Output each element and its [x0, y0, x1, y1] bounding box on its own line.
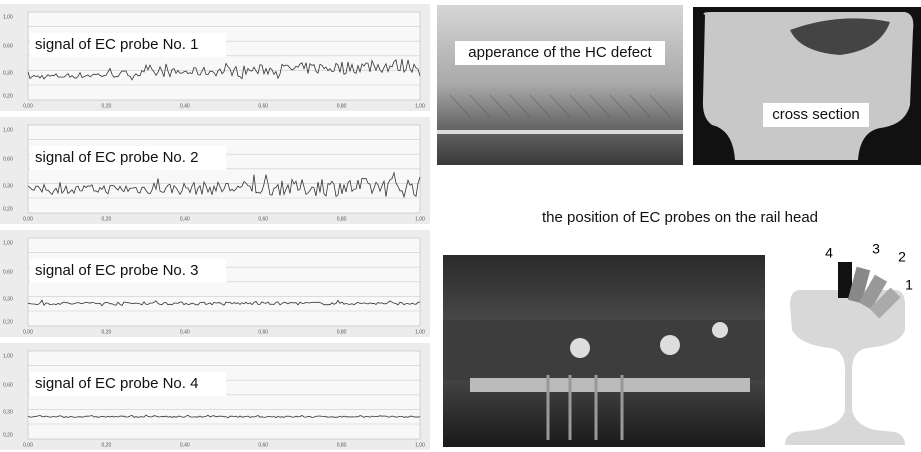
x-tick-label: 0,00 — [23, 103, 33, 109]
x-tick-label: 1,00 — [415, 216, 425, 222]
y-tick-label: 0,30 — [3, 296, 13, 302]
photo-label: cross section — [772, 106, 860, 123]
x-tick-label: 0,60 — [258, 216, 268, 222]
y-tick-label: 0,20 — [3, 93, 13, 99]
x-tick-label: 0,40 — [180, 442, 190, 448]
y-tick-label: 0,20 — [3, 206, 13, 212]
x-tick-label: 0,80 — [337, 442, 347, 448]
probe-rail — [470, 378, 750, 392]
panel-label: signal of EC probe No. 1 — [35, 36, 198, 53]
probe-number: 3 — [872, 241, 880, 257]
panel-label: signal of EC probe No. 4 — [35, 375, 198, 392]
figure: 1,00 0,60 0,30 0,20 0,00 0,20 0,40 0,60 0,80 1,00… — [0, 0, 921, 452]
x-tick-label: 0,20 — [102, 103, 112, 109]
y-tick-label: 0,20 — [3, 432, 13, 438]
photo-label: apperance of the HC defect — [468, 44, 652, 61]
y-tick-label: 1,00 — [3, 240, 13, 246]
y-tick-label: 0,20 — [3, 319, 13, 325]
probe-number: 1 — [905, 277, 913, 293]
x-tick-label: 0,40 — [180, 103, 190, 109]
y-tick-label: 0,60 — [3, 382, 13, 388]
x-tick-label: 0,40 — [180, 329, 190, 335]
y-tick-label: 1,00 — [3, 14, 13, 20]
x-tick-label: 0,80 — [337, 329, 347, 335]
x-tick-label: 0,60 — [258, 329, 268, 335]
y-tick-label: 1,00 — [3, 127, 13, 133]
x-tick-label: 0,00 — [23, 216, 33, 222]
rail-profile — [785, 290, 905, 445]
y-tick-label: 0,30 — [3, 183, 13, 189]
x-tick-label: 1,00 — [415, 103, 425, 109]
defect-photo — [437, 5, 683, 165]
x-tick-label: 0,60 — [258, 103, 268, 109]
section-title: the position of EC probes on the rail he… — [542, 209, 818, 226]
panel-label: signal of EC probe No. 2 — [35, 149, 198, 166]
probe-number: 4 — [825, 245, 833, 261]
x-tick-label: 1,00 — [415, 442, 425, 448]
x-tick-label: 0,80 — [337, 216, 347, 222]
y-tick-label: 0,30 — [3, 409, 13, 415]
x-tick-label: 0,00 — [23, 442, 33, 448]
x-tick-label: 1,00 — [415, 329, 425, 335]
y-tick-label: 0,30 — [3, 70, 13, 76]
y-tick-label: 0,60 — [3, 269, 13, 275]
y-tick-label: 0,60 — [3, 43, 13, 49]
x-tick-label: 0,20 — [102, 442, 112, 448]
y-tick-label: 0,60 — [3, 156, 13, 162]
signal-panels: 1,00 0,60 0,30 0,20 0,00 0,20 0,40 0,60 0,80 1,00… — [0, 4, 430, 450]
probe-number: 2 — [898, 249, 906, 265]
y-tick-label: 1,00 — [3, 353, 13, 359]
defect-edge — [437, 130, 683, 134]
x-tick-label: 0,20 — [102, 329, 112, 335]
panel-label: signal of EC probe No. 3 — [35, 262, 198, 279]
x-tick-label: 0,00 — [23, 329, 33, 335]
x-tick-label: 0,60 — [258, 442, 268, 448]
x-tick-label: 0,20 — [102, 216, 112, 222]
x-tick-label: 0,80 — [337, 103, 347, 109]
x-tick-label: 0,40 — [180, 216, 190, 222]
